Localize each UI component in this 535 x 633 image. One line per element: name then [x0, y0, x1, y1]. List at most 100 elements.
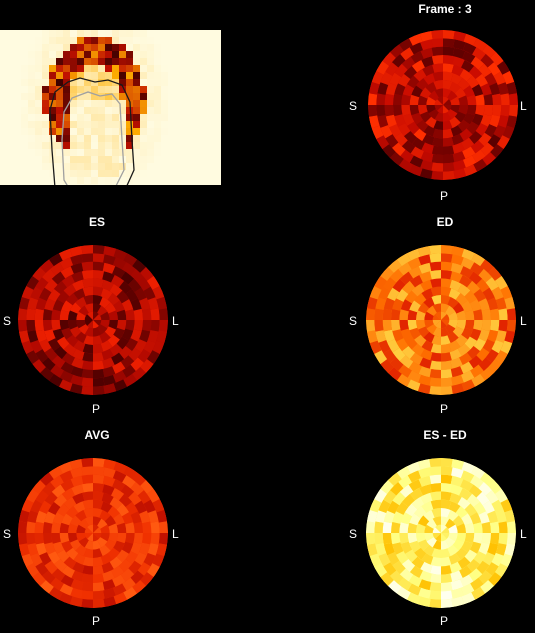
slice-pixel: [154, 135, 161, 142]
polar-map-es[interactable]: [18, 245, 168, 395]
polar-segment: [480, 83, 492, 96]
slice-pixel: [91, 58, 98, 65]
polar-segment: [99, 296, 111, 309]
slice-pixel: [42, 114, 49, 121]
polar-segment: [380, 572, 394, 587]
polar-segment: [73, 501, 86, 513]
polar-segment: [81, 253, 93, 263]
slice-pixel: [119, 121, 126, 128]
polar-segment: [383, 510, 395, 524]
polar-segment: [399, 271, 414, 285]
slice-pixel: [7, 51, 14, 58]
polar-segment: [93, 320, 102, 326]
polar-segment: [450, 73, 463, 85]
polar-segment: [404, 336, 418, 350]
polar-segment: [56, 290, 70, 304]
polar-segment: [454, 111, 467, 123]
slice-pixel: [189, 51, 196, 58]
polar-segment: [441, 590, 453, 600]
slice-pixel: [119, 86, 126, 93]
slice-pixel: [217, 114, 221, 121]
polar-segment: [112, 583, 127, 596]
polar-segment: [443, 105, 452, 111]
polar-segment: [121, 328, 134, 341]
slice-pixel: [126, 163, 133, 170]
polar-segment: [93, 474, 105, 484]
polar-segment: [451, 374, 464, 386]
slice-pixel: [0, 149, 7, 156]
polar-segment: [500, 93, 510, 105]
polar-segment: [125, 501, 139, 515]
slice-pixel: [91, 51, 98, 58]
polar-segment: [70, 254, 83, 266]
slice-pixel: [126, 114, 133, 121]
polar-segment: [471, 84, 484, 97]
slice-view[interactable]: [0, 30, 221, 185]
slice-pixel: [126, 121, 133, 128]
polar-segment: [101, 492, 114, 505]
polar-segment: [39, 339, 52, 353]
polar-segment: [403, 130, 418, 145]
slice-pixel: [21, 51, 28, 58]
polar-segment: [87, 533, 93, 542]
polar-segment: [389, 481, 404, 496]
polar-segment: [51, 568, 66, 582]
slice-pixel: [105, 37, 112, 44]
polar-segment: [97, 324, 108, 335]
polar-segment: [463, 33, 478, 46]
slice-pixel: [140, 79, 147, 86]
slice-pixel: [91, 156, 98, 163]
polar-segment: [111, 565, 125, 579]
slice-pixel: [84, 58, 91, 65]
polar-map-es-ed[interactable]: [366, 458, 516, 608]
slice-pixel: [147, 51, 154, 58]
polar-map-es-ed-title: ES - ED: [423, 428, 467, 442]
polar-segment: [443, 63, 454, 73]
polar-map-ed[interactable]: [366, 245, 516, 395]
polar-segment: [417, 539, 430, 551]
polar-segment: [464, 309, 475, 320]
polar-segment: [401, 94, 411, 105]
slice-pixel: [217, 86, 221, 93]
slice-pixel: [28, 128, 35, 135]
slice-pixel: [91, 93, 98, 100]
polar-map-avg[interactable]: [18, 458, 168, 608]
slice-pixel: [217, 170, 221, 177]
slice-pixel: [28, 86, 35, 93]
polar-segment: [441, 278, 452, 288]
polar-map-current[interactable]: [368, 30, 518, 180]
polar-segment: [450, 105, 460, 114]
slice-pixel: [168, 177, 175, 184]
polar-segment: [441, 458, 453, 468]
slice-pixel: [133, 100, 140, 107]
polar-segment: [93, 343, 104, 354]
polar-segment: [464, 336, 478, 350]
polar-segment: [18, 533, 28, 545]
slice-pixel: [175, 135, 182, 142]
slice-pixel: [196, 177, 203, 184]
polar-segment: [387, 580, 402, 594]
slice-pixel: [161, 44, 168, 51]
polar-segment: [87, 311, 93, 320]
slice-pixel: [161, 114, 168, 121]
polar-segment: [430, 343, 441, 354]
polar-segment: [398, 158, 413, 172]
polar-segment: [448, 553, 461, 565]
polar-segment: [430, 565, 441, 575]
polar-segment: [81, 385, 93, 395]
slice-pixel: [42, 72, 49, 79]
slice-pixel: [0, 51, 7, 58]
polar-segment: [432, 71, 443, 82]
polar-segment: [382, 533, 392, 545]
slice-pixel: [175, 170, 182, 177]
slice-pixel: [28, 93, 35, 100]
polar-segment: [454, 87, 467, 99]
slice-pixel: [42, 149, 49, 156]
polar-segment: [470, 475, 484, 489]
polar-segment: [473, 551, 487, 565]
polar-segment: [441, 377, 453, 387]
slice-pixel: [168, 184, 175, 185]
polar-segment: [460, 574, 474, 587]
slice-pixel: [35, 44, 42, 51]
polar-segment: [107, 506, 120, 519]
